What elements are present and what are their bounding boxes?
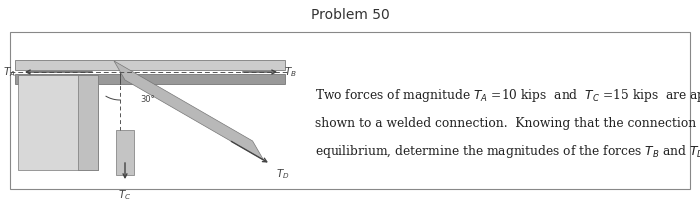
Text: Two forces of magnitude $T_A$ =10 kips  and  $T_C$ =15 kips  are applied as: Two forces of magnitude $T_A$ =10 kips a… <box>315 87 700 103</box>
Text: equilibrium, determine the magnitudes of the forces $T_B$ and $T_D$.: equilibrium, determine the magnitudes of… <box>315 142 700 160</box>
Bar <box>15 74 285 84</box>
Text: $T_D$: $T_D$ <box>276 167 290 181</box>
Bar <box>78 75 98 170</box>
Bar <box>10 32 690 189</box>
Bar <box>116 130 134 175</box>
Text: Problem 50: Problem 50 <box>311 8 389 22</box>
Text: $T_A$: $T_A$ <box>4 65 16 79</box>
Bar <box>15 60 285 70</box>
Text: $T_B$: $T_B$ <box>284 65 297 79</box>
Text: $T_C$: $T_C$ <box>118 188 132 199</box>
Text: 30°: 30° <box>140 96 155 104</box>
Text: shown to a welded connection.  Knowing that the connection is in: shown to a welded connection. Knowing th… <box>315 116 700 130</box>
Bar <box>18 75 98 170</box>
Polygon shape <box>114 61 264 160</box>
